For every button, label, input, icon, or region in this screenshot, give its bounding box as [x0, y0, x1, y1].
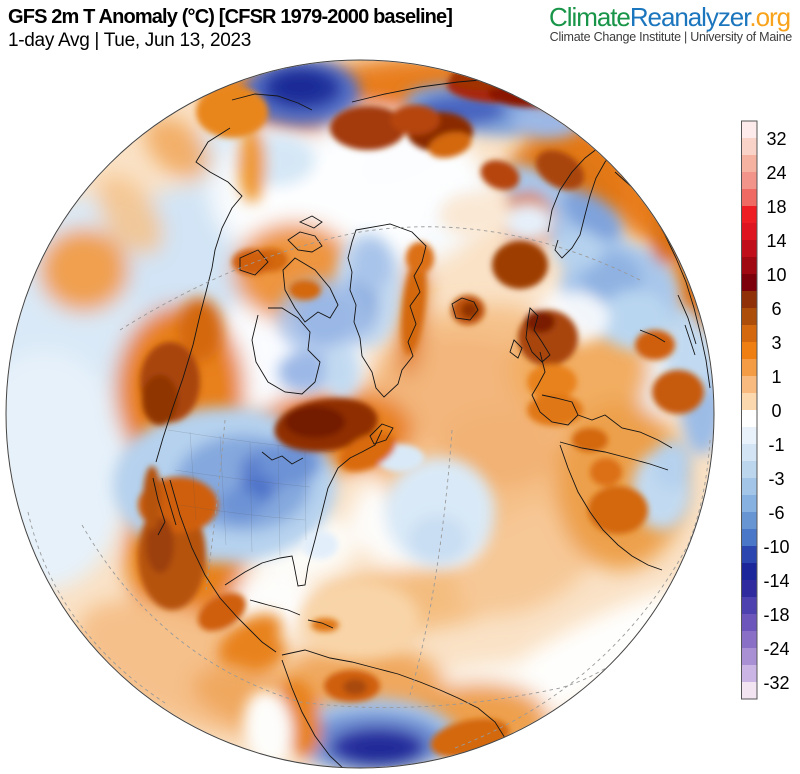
svg-text:-14: -14 [763, 571, 789, 591]
svg-text:1: 1 [771, 367, 781, 387]
svg-text:-3: -3 [768, 469, 784, 489]
svg-text:-24: -24 [763, 639, 789, 659]
svg-text:3: 3 [771, 333, 781, 353]
svg-text:-1: -1 [768, 435, 784, 455]
svg-text:0: 0 [771, 401, 781, 421]
svg-text:6: 6 [771, 299, 781, 319]
svg-text:10: 10 [766, 265, 786, 285]
svg-text:-6: -6 [768, 503, 784, 523]
svg-text:-32: -32 [763, 673, 789, 693]
svg-text:14: 14 [766, 231, 786, 251]
svg-text:-18: -18 [763, 605, 789, 625]
svg-text:24: 24 [766, 163, 786, 183]
svg-text:18: 18 [766, 197, 786, 217]
svg-text:-10: -10 [763, 537, 789, 557]
svg-text:32: 32 [766, 129, 786, 149]
